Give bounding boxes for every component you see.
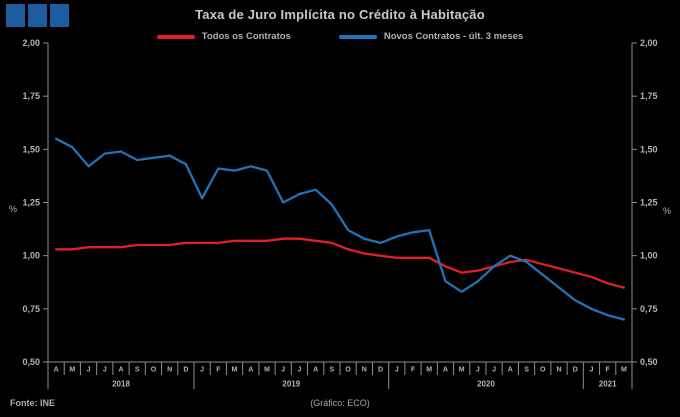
y-axis-label-right: %: [663, 206, 671, 216]
svg-text:1,25: 1,25: [22, 198, 40, 208]
svg-text:0,75: 0,75: [640, 304, 658, 314]
legend-label: Novos Contratos - últ. 3 meses: [383, 31, 524, 42]
logo: [6, 4, 69, 27]
series-line-todos-os-contratos: [54, 237, 626, 289]
svg-text:J: J: [476, 367, 480, 374]
svg-text:A: A: [313, 367, 318, 374]
svg-text:2020: 2020: [477, 380, 495, 389]
axes: [47, 43, 633, 363]
logo-square: [50, 4, 69, 27]
svg-text:F: F: [216, 367, 221, 374]
svg-text:F: F: [606, 367, 611, 374]
svg-text:1,75: 1,75: [22, 91, 40, 101]
y-ticks: [43, 42, 637, 363]
svg-text:M: M: [459, 367, 465, 374]
svg-text:0,50: 0,50: [22, 357, 40, 367]
svg-text:O: O: [540, 367, 546, 374]
legend-label: Todos os Contratos: [201, 31, 291, 42]
svg-text:2018: 2018: [112, 380, 130, 389]
svg-text:2019: 2019: [282, 380, 300, 389]
series-line-novos-contratos: [54, 137, 626, 321]
y-axis-label-left: %: [9, 204, 17, 214]
svg-text:1,25: 1,25: [640, 198, 658, 208]
svg-text:1,75: 1,75: [640, 91, 658, 101]
legend-swatch-blue-line: [338, 34, 377, 39]
svg-text:J: J: [589, 367, 593, 374]
svg-text:M: M: [232, 367, 238, 374]
x-axis-separators: [47, 362, 633, 389]
page-title: Taxa de Juro Implícita no Crédito à Habi…: [195, 7, 485, 22]
svg-text:2021: 2021: [599, 380, 617, 389]
svg-text:2,00: 2,00: [22, 38, 40, 48]
legend-item-todos-contratos: Todos os Contratos: [156, 31, 291, 42]
svg-text:J: J: [492, 367, 496, 374]
svg-text:D: D: [378, 367, 383, 374]
svg-text:D: D: [573, 367, 578, 374]
svg-text:M: M: [621, 367, 627, 374]
svg-text:A: A: [508, 367, 513, 374]
svg-text:M: M: [426, 367, 432, 374]
legend-item-novos-contratos: Novos Contratos - últ. 3 meses: [338, 31, 524, 42]
svg-text:O: O: [151, 367, 157, 374]
svg-text:0,75: 0,75: [22, 304, 40, 314]
svg-text:2,00: 2,00: [640, 38, 658, 48]
svg-text:N: N: [167, 367, 172, 374]
svg-text:J: J: [297, 367, 301, 374]
source-note: Fonte: INE: [10, 398, 55, 408]
x-axis-year-labels: 2018 2019 2020 2021: [112, 380, 617, 389]
svg-text:S: S: [524, 367, 529, 374]
svg-text:D: D: [183, 367, 188, 374]
svg-text:A: A: [443, 367, 448, 374]
svg-text:A: A: [248, 367, 253, 374]
legend: Todos os Contratos Novos Contratos - últ…: [0, 31, 680, 42]
svg-text:M: M: [264, 367, 270, 374]
svg-text:J: J: [395, 367, 399, 374]
legend-swatch-red-line: [156, 34, 195, 39]
svg-text:J: J: [87, 367, 91, 374]
logo-square: [28, 4, 47, 27]
y-tick-labels: 2,00 2,00 1,75 1,75 1,50 1,50 1,25 1,25 1,00 1,00…: [22, 38, 657, 367]
svg-text:1,00: 1,00: [22, 251, 40, 261]
svg-text:J: J: [281, 367, 285, 374]
svg-text:1,00: 1,00: [640, 251, 658, 261]
svg-text:N: N: [556, 367, 561, 374]
svg-text:M: M: [69, 367, 75, 374]
svg-text:F: F: [411, 367, 416, 374]
logo-square: [6, 4, 25, 27]
svg-text:1,50: 1,50: [640, 144, 658, 154]
svg-text:A: A: [54, 367, 59, 374]
svg-text:S: S: [135, 367, 140, 374]
svg-text:J: J: [103, 367, 107, 374]
svg-text:S: S: [330, 367, 335, 374]
svg-text:O: O: [345, 367, 351, 374]
svg-text:0,50: 0,50: [640, 357, 658, 367]
svg-text:1,50: 1,50: [22, 144, 40, 154]
svg-text:N: N: [362, 367, 367, 374]
svg-text:J: J: [200, 367, 204, 374]
svg-text:A: A: [118, 367, 123, 374]
credit-note: (Gráfico: ECO): [310, 398, 370, 408]
